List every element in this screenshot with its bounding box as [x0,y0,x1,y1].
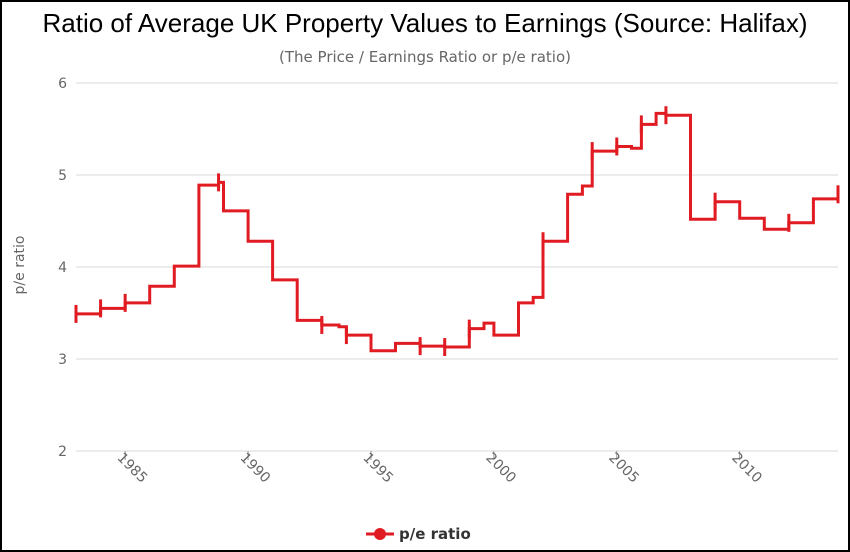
x-axis-ticks: 1985 1990 1995 2000 2005 2010 [114,450,765,487]
x-tick-label: 2000 [482,450,519,487]
y-tick-label: 5 [58,168,67,184]
legend-swatch-marker [374,528,386,540]
legend-item-label[interactable]: p/e ratio [399,525,471,543]
x-tick-label: 1985 [114,450,151,487]
y-axis-ticks: 2 3 4 5 6 [58,76,67,460]
x-tick-label: 2010 [728,450,765,487]
series-p-e-ratio [74,106,840,357]
chart-title: Ratio of Average UK Property Values to E… [42,8,808,38]
y-tick-label: 4 [58,260,67,276]
chart-subtitle: (The Price / Earnings Ratio or p/e ratio… [279,48,571,66]
y-axis-label: p/e ratio [12,236,28,295]
y-tick-label: 3 [58,352,67,368]
x-tick-label: 1990 [237,450,274,487]
y-tick-label: 2 [58,444,67,460]
legend[interactable]: p/e ratio [366,525,471,543]
x-tick-label: 2005 [605,450,642,487]
x-tick-label: 1995 [360,450,397,487]
gridlines [76,82,838,452]
y-tick-label: 6 [58,76,67,92]
series-line [76,111,840,353]
